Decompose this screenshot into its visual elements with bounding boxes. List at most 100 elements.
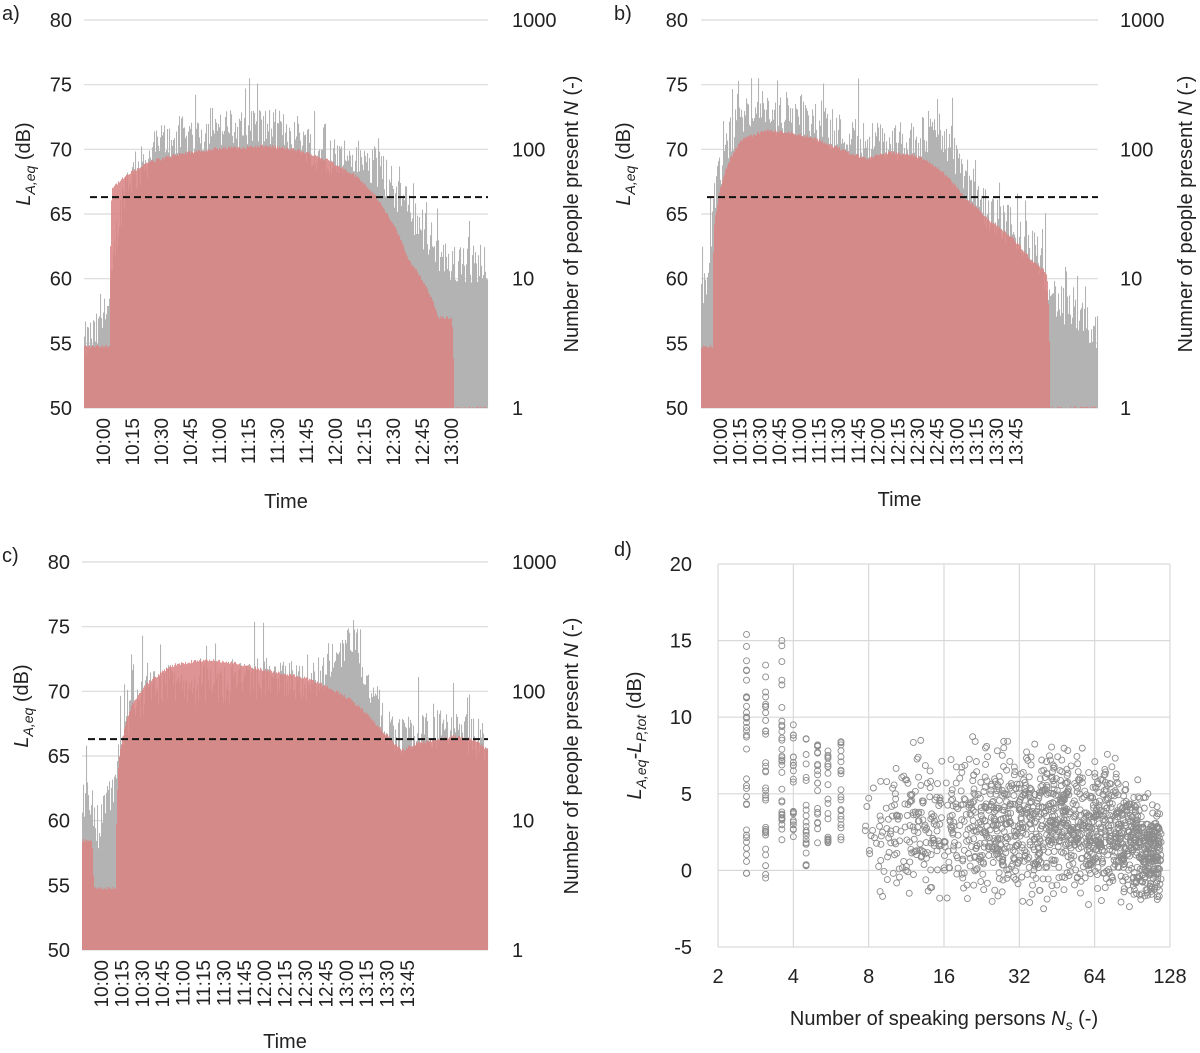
people-bar (443, 737, 445, 950)
scatter-point (743, 775, 750, 783)
scatter-point (977, 812, 985, 819)
people-bar (196, 661, 198, 950)
people-bar (458, 406, 460, 408)
people-bar (768, 129, 770, 408)
people-bar (985, 217, 987, 408)
laeq-bar (460, 247, 462, 408)
scatter-point (1153, 803, 1161, 811)
scatter-point (1021, 785, 1029, 793)
people-bar (88, 346, 90, 408)
series-people-present (82, 659, 489, 950)
scatter-point (959, 874, 967, 882)
scatter-point (1031, 740, 1039, 748)
people-bar (268, 669, 270, 950)
people-bar (739, 143, 741, 409)
y-tick-label: 0 (681, 860, 692, 882)
people-bar (701, 347, 703, 408)
people-bar (96, 345, 98, 408)
people-bar (279, 146, 281, 408)
people-bar (468, 737, 470, 950)
people-bar (791, 131, 793, 408)
scatter-point (1011, 768, 1019, 776)
people-bar (426, 286, 428, 408)
laeq-bar (94, 807, 96, 950)
people-bar (194, 660, 196, 950)
scatter-point (1029, 843, 1037, 851)
scatter-point (995, 869, 1003, 877)
laeq-bar (702, 246, 704, 408)
people-bar (818, 141, 820, 408)
scatter-point (1076, 790, 1084, 798)
people-bar (987, 219, 989, 408)
scatter-point (778, 745, 786, 753)
people-bar (1028, 257, 1030, 408)
people-bar (909, 155, 911, 408)
y2-tick-label: 1 (1120, 398, 1131, 420)
scatter-point (1005, 782, 1013, 790)
scatter-point (1066, 841, 1074, 849)
people-bar (750, 135, 752, 408)
y-axis-title: LA,eq-LP,tot (dB) (624, 671, 649, 799)
people-bar (167, 156, 169, 408)
people-bar (902, 153, 904, 408)
y-tick-label: 5 (681, 784, 692, 806)
scatter-point (918, 852, 926, 860)
laeq-bar (104, 795, 106, 950)
people-bar (342, 694, 344, 950)
scatter-point (999, 861, 1007, 869)
scatter-point (1010, 873, 1018, 881)
people-bar (434, 306, 436, 408)
scatter-point (802, 840, 810, 848)
people-bar (927, 160, 929, 408)
people-bar (329, 160, 331, 408)
people-bar (760, 132, 762, 408)
people-bar (322, 685, 324, 950)
people-bar (820, 140, 822, 408)
people-bar (224, 148, 226, 408)
people-bar (838, 148, 840, 408)
people-bar (273, 147, 275, 408)
scatter-point (941, 852, 948, 860)
scatter-point (987, 790, 994, 798)
scatter-point (1148, 822, 1156, 830)
laeq-bar (1050, 296, 1052, 408)
people-bar (1030, 261, 1032, 408)
scatter-point (954, 831, 962, 839)
scatter-point (970, 835, 978, 843)
people-bar (299, 677, 301, 950)
people-bar (448, 318, 450, 408)
laeq-bar (1065, 266, 1067, 408)
people-bar (425, 286, 427, 408)
scatter-point (936, 794, 944, 802)
scatter-point (743, 723, 750, 731)
scatter-point (983, 879, 991, 887)
scatter-point (1108, 763, 1116, 771)
people-bar (467, 738, 469, 950)
people-bar (767, 129, 769, 409)
scatter-point (1000, 744, 1008, 752)
scatter-point (1137, 895, 1145, 903)
y-tick-label: 60 (50, 269, 72, 291)
people-bar (728, 163, 730, 408)
people-bar (372, 191, 374, 408)
scatter-point (966, 862, 974, 870)
scatter-point (1134, 826, 1142, 834)
scatter-point (824, 769, 832, 777)
laeq-bar (712, 211, 714, 408)
scatter-point (936, 840, 944, 848)
people-bar (793, 133, 795, 409)
people-bar (946, 174, 948, 408)
people-bar (1043, 268, 1045, 408)
laeq-bar (114, 776, 116, 950)
people-bar (185, 661, 187, 950)
scatter-point (778, 734, 786, 742)
scatter-point (814, 825, 822, 833)
laeq-bar (707, 277, 709, 408)
scatter-point (928, 813, 936, 821)
people-bar (874, 155, 876, 408)
scatter-point (991, 886, 999, 894)
people-bar (843, 149, 845, 409)
people-bar (347, 172, 349, 408)
people-bar (254, 669, 256, 950)
people-bar (132, 170, 134, 408)
